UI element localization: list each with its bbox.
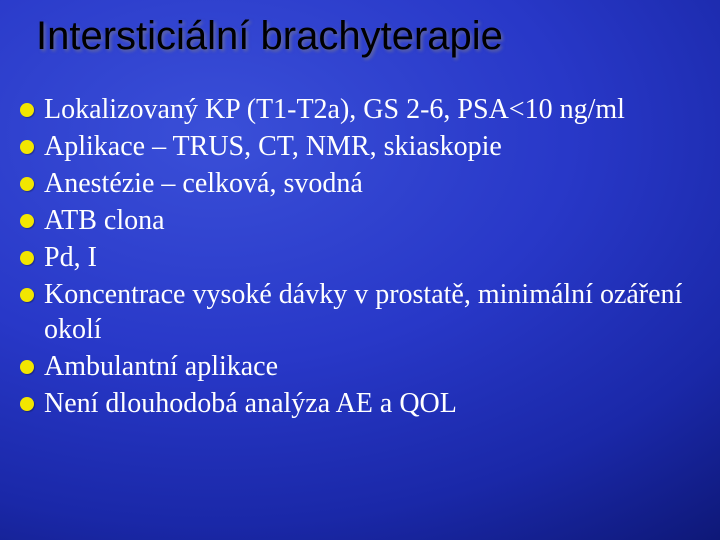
list-item: ATB clona [20, 203, 700, 238]
list-item: Ambulantní aplikace [20, 349, 700, 384]
bullet-icon [20, 288, 34, 302]
list-item: Koncentrace vysoké dávky v prostatě, min… [20, 277, 700, 347]
bullet-icon [20, 140, 34, 154]
list-item-text: ATB clona [44, 203, 165, 238]
list-item-text: Pd, I [44, 240, 97, 275]
list-item: Aplikace – TRUS, CT, NMR, skiaskopie [20, 129, 700, 164]
list-item-text: Není dlouhodobá analýza AE a QOL [44, 386, 457, 421]
list-item-text: Anestézie – celková, svodná [44, 166, 363, 201]
bullet-icon [20, 360, 34, 374]
slide: Intersticiální brachyterapie Lokalizovan… [0, 0, 720, 540]
list-item-text: Lokalizovaný KP (T1-T2a), GS 2-6, PSA<10… [44, 92, 625, 127]
bullet-icon [20, 251, 34, 265]
list-item: Anestézie – celková, svodná [20, 166, 700, 201]
list-item: Pd, I [20, 240, 700, 275]
list-item-text: Aplikace – TRUS, CT, NMR, skiaskopie [44, 129, 502, 164]
bullet-icon [20, 214, 34, 228]
list-item-text: Koncentrace vysoké dávky v prostatě, min… [44, 277, 700, 347]
bullet-icon [20, 103, 34, 117]
bullet-icon [20, 177, 34, 191]
slide-title: Intersticiální brachyterapie [36, 14, 503, 59]
list-item: Není dlouhodobá analýza AE a QOL [20, 386, 700, 421]
bullet-list: Lokalizovaný KP (T1-T2a), GS 2-6, PSA<10… [20, 92, 700, 423]
list-item-text: Ambulantní aplikace [44, 349, 278, 384]
list-item: Lokalizovaný KP (T1-T2a), GS 2-6, PSA<10… [20, 92, 700, 127]
bullet-icon [20, 397, 34, 411]
